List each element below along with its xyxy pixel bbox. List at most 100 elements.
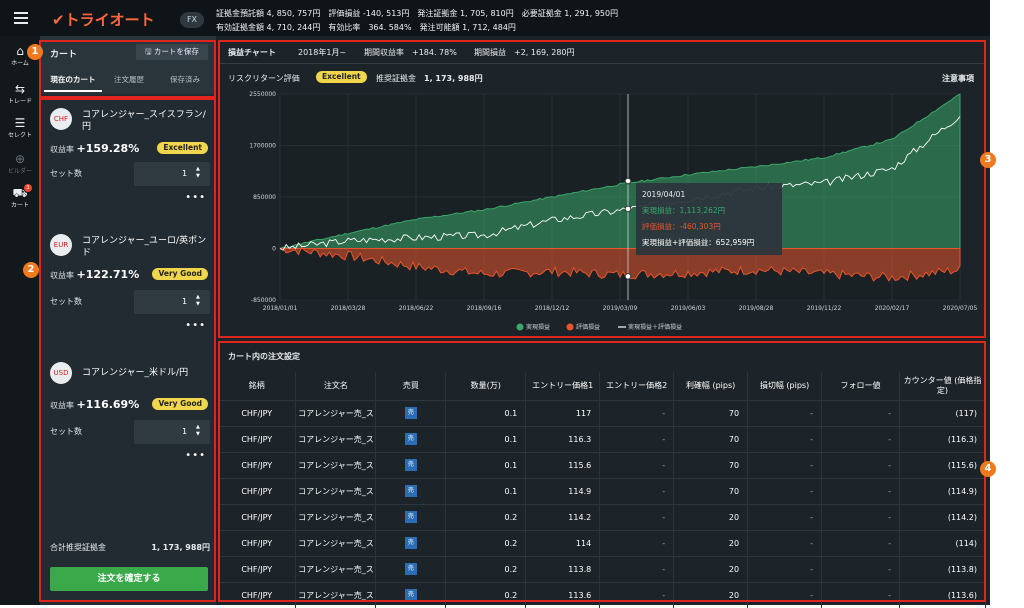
notice-link[interactable]: 注意事項: [942, 74, 974, 83]
sell-badge: 売: [404, 459, 417, 471]
callout-box-3: [218, 40, 986, 338]
table-cell: -: [747, 425, 823, 452]
set-count-stepper[interactable]: 1 ▲ ▼: [134, 290, 210, 314]
table-row: CHF/JPY コアレンジャー売_ス売 0.1 115.6-70- - (115.6): [218, 451, 987, 478]
column-header[interactable]: フォロー値: [821, 372, 900, 400]
series-realized-area: [279, 93, 961, 249]
period-pl-label: 期間損益: [474, 48, 506, 57]
table-row: CHF/JPY コアレンジャー売_ス売 0.1 114.9-70- - (114.9): [218, 477, 987, 504]
more-options-icon[interactable]: •••: [185, 320, 206, 331]
account-summary-line1: 証拠金預託額 4, 850, 757円 評価損益 -140, 513円 発注証拠…: [216, 9, 619, 18]
period-select[interactable]: 2018年1月~: [298, 48, 347, 57]
rating-badge: Very Good: [152, 398, 208, 410]
nav-home-label: ホーム: [11, 60, 29, 67]
set-count-value: 1: [182, 297, 188, 306]
menu-icon[interactable]: [14, 12, 28, 24]
y-tick-label: 0: [272, 246, 276, 253]
table-cell: コアレンジャー売_ス: [295, 425, 377, 452]
yield-value: +122.71%: [76, 268, 140, 281]
table-cell: コアレンジャー売_ス: [295, 477, 377, 504]
callout-number-3: 3: [980, 152, 996, 168]
table-cell: CHF/JPY: [218, 581, 297, 608]
period-return: 期間収益率 +184. 78%: [364, 47, 457, 58]
x-tick-label: 2020/02/17: [875, 305, 910, 312]
set-count-value: 1: [182, 427, 188, 436]
callout-box-2: [39, 98, 216, 602]
table-cell: -: [747, 555, 823, 582]
fx-badge[interactable]: FX: [180, 12, 204, 28]
stepper-arrows-icon[interactable]: ▲ ▼: [196, 294, 200, 307]
nav-cart-label: カート: [10, 202, 29, 209]
home-icon: ⌂: [16, 44, 24, 58]
table-cell: 売: [375, 477, 447, 504]
yield-value: +116.69%: [76, 398, 140, 411]
table-cell: -: [599, 477, 675, 504]
logo[interactable]: ✔トライオート: [52, 11, 155, 29]
stepper-arrows-icon[interactable]: ▲ ▼: [196, 166, 200, 179]
cart-icon: ⛟: [12, 186, 28, 200]
callout-number-4: 4: [980, 461, 996, 477]
save-cart-label: カートを保存: [153, 47, 199, 56]
more-options-icon[interactable]: •••: [185, 192, 206, 203]
column-header[interactable]: 注文名: [295, 372, 377, 400]
column-header[interactable]: 損切幅 (pips): [747, 372, 823, 400]
column-header[interactable]: エントリー価格1: [525, 372, 601, 400]
table-cell: -: [747, 399, 823, 426]
column-header[interactable]: カウンター値 (価格指定): [899, 372, 987, 400]
column-header[interactable]: 利確幅 (pips): [673, 372, 749, 400]
table-cell: 20: [673, 529, 749, 556]
tab-order-history[interactable]: 注文履歴: [114, 75, 144, 84]
table-cell: (114.9): [899, 477, 987, 504]
column-header[interactable]: エントリー価格2: [599, 372, 675, 400]
crosshair-point: [624, 273, 632, 280]
nav-select[interactable]: ☰ セレクト: [0, 116, 40, 139]
nav-cart[interactable]: ⛟ 3 カート: [0, 184, 40, 209]
table-row: CHF/JPY コアレンジャー売_ス売 0.2 114-20- - (114): [218, 529, 987, 556]
table-cell: (114.2): [899, 503, 987, 530]
strategy-name[interactable]: コアレンジャー_スイスフラン/円: [82, 110, 206, 132]
callout-box-4: [218, 341, 986, 602]
x-tick-label: 2019/06/03: [671, 305, 706, 312]
table-cell: CHF/JPY: [218, 555, 297, 582]
period-pl: 期間損益 +2, 169, 280円: [474, 47, 575, 58]
column-header[interactable]: 売買: [375, 372, 447, 400]
nav-builder[interactable]: ⊕ ビルダー: [0, 152, 40, 175]
table-cell: -: [821, 477, 900, 504]
y-tick-label: -850000: [251, 297, 276, 304]
set-count-stepper[interactable]: 1 ▲ ▼: [134, 420, 210, 444]
table-cell: -: [599, 451, 675, 478]
table-cell: 0.1: [445, 399, 527, 426]
sell-badge: 売: [404, 433, 417, 445]
table-cell: 115.6: [525, 451, 601, 478]
set-count-stepper[interactable]: 1 ▲ ▼: [134, 162, 210, 186]
table-cell: -: [821, 529, 900, 556]
tab-current-cart[interactable]: 現在のカート: [44, 74, 102, 92]
strategy-name[interactable]: コアレンジャー_米ドル/円: [82, 368, 189, 378]
table-cell: -: [599, 555, 675, 582]
table-cell: 114.2: [525, 503, 601, 530]
x-tick-label: 2018/09/16: [467, 305, 502, 312]
confirm-order-button[interactable]: 注文を確定する: [50, 567, 208, 591]
side-nav: ⌂ ホーム ⇆ トレード ☰ セレクト ⊕ ビルダー ⛟ 3 カート: [0, 36, 40, 605]
table-cell: 0.1: [445, 477, 527, 504]
tab-pl-chart[interactable]: 損益チャート: [228, 48, 276, 57]
app-window: ✔トライオート FX 証拠金預託額 4, 850, 757円 評価損益 -140…: [0, 0, 990, 608]
more-options-icon[interactable]: •••: [185, 450, 206, 461]
cart-title: カート: [50, 50, 78, 60]
table-cell: コアレンジャー売_ス: [295, 451, 377, 478]
margin-info: 推奨証拠金 1, 173, 988円: [376, 73, 483, 84]
stepper-arrows-icon[interactable]: ▲ ▼: [196, 424, 200, 437]
tab-saved[interactable]: 保存済み: [170, 75, 200, 84]
column-header[interactable]: 数量(万): [445, 372, 527, 400]
table-header-row: 銘柄 注文名 売買 数量(万) エントリー価格1 エントリー価格2 利確幅 (pips) 損切…: [218, 372, 987, 400]
nav-home[interactable]: ⌂ ホーム: [0, 44, 40, 67]
yield-label: 収益率: [50, 401, 74, 410]
list-icon: ☰: [14, 116, 26, 130]
column-header[interactable]: 銘柄: [218, 372, 297, 400]
nav-trade[interactable]: ⇆ トレード: [0, 82, 40, 105]
save-cart-button[interactable]: 🖫 カートを保存: [136, 44, 208, 60]
strategy-name[interactable]: コアレンジャー_ユーロ/英ポンド: [82, 236, 207, 258]
plus-circle-icon: ⊕: [14, 152, 26, 166]
risk-badge: Excellent: [316, 71, 367, 83]
